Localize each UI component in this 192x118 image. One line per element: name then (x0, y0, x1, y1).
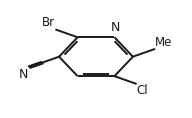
Text: Br: Br (42, 16, 55, 29)
Text: N: N (18, 68, 28, 81)
Text: Me: Me (155, 36, 173, 49)
Text: N: N (111, 21, 120, 34)
Text: Cl: Cl (137, 84, 148, 97)
